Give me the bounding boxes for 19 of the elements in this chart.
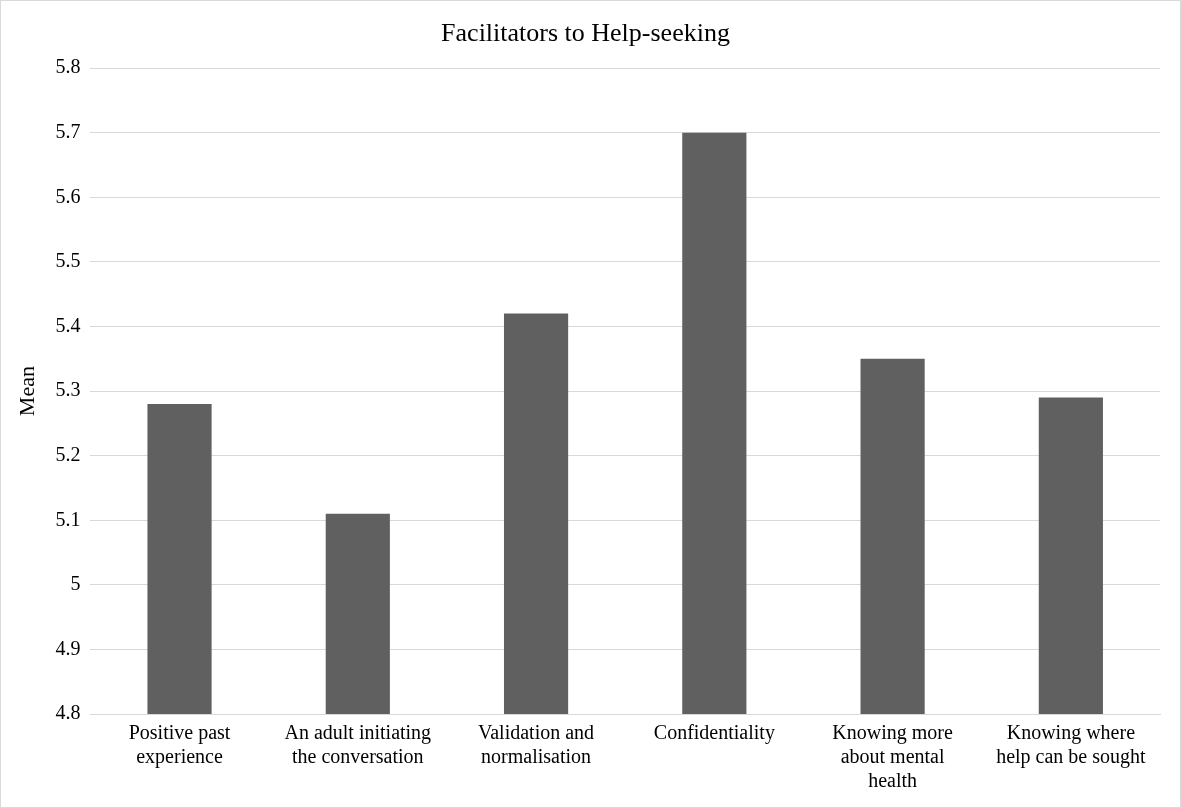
- x-tick-label: Knowing more about mental health: [832, 721, 953, 792]
- y-tick-label: 5.3: [55, 378, 81, 401]
- x-tick-label: An adult initiating the conversation: [284, 721, 432, 768]
- y-tick-label: 5: [70, 572, 81, 595]
- x-tick-label: Knowing where help can be sought: [996, 721, 1147, 769]
- y-axis-title: Mean: [13, 366, 39, 417]
- x-tick-label: Validation and normalisation: [478, 721, 595, 768]
- y-tick-label: 5.1: [55, 507, 81, 530]
- x-tick-label: Confidentiality: [653, 721, 775, 745]
- y-tick-label: 5.2: [55, 442, 81, 465]
- y-tick-label: 4.8: [55, 701, 81, 724]
- y-tick-label: 5.5: [55, 249, 81, 272]
- y-tick-label: 5.7: [55, 120, 81, 143]
- x-tick-label: Positive past experience: [128, 721, 231, 769]
- y-tick-label: 4.9: [55, 636, 81, 659]
- y-tick-label: 5.8: [55, 55, 81, 78]
- chart-title: Facilitators to Help-seeking: [441, 18, 730, 48]
- y-tick-label: 5.6: [55, 184, 81, 207]
- y-tick-label: 5.4: [55, 313, 81, 336]
